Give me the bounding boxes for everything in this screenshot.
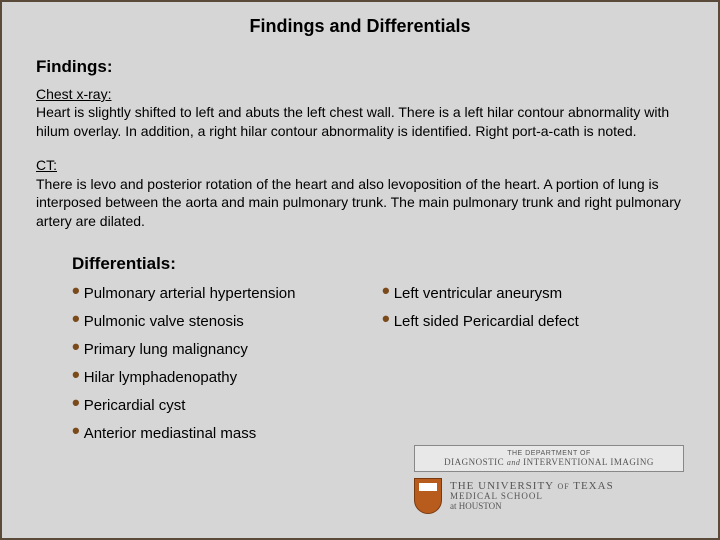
diff-text: Pericardial cyst bbox=[84, 397, 186, 414]
dept-word: DIAGNOSTIC bbox=[444, 457, 504, 467]
dept-word: and bbox=[507, 458, 521, 467]
bullet-icon: • bbox=[72, 338, 80, 356]
diff-text: Pulmonic valve stenosis bbox=[84, 313, 244, 330]
ut-text: THE UNIVERSITY of TEXAS MEDICAL SCHOOL a… bbox=[450, 480, 614, 512]
diff-column-2: •Left ventricular aneurysm •Left sided P… bbox=[382, 282, 642, 450]
ut-row: THE UNIVERSITY of TEXAS MEDICAL SCHOOL a… bbox=[414, 478, 684, 514]
ut-line3: at HOUSTON bbox=[450, 502, 614, 512]
bullet-icon: • bbox=[72, 282, 80, 300]
shield-icon bbox=[414, 478, 442, 514]
diff-column-1: •Pulmonary arterial hypertension •Pulmon… bbox=[72, 282, 382, 450]
ct-text: There is levo and posterior rotation of … bbox=[36, 176, 681, 229]
dept-word: INTERVENTIONAL bbox=[523, 457, 607, 467]
cxr-text: Heart is slightly shifted to left and ab… bbox=[36, 104, 669, 138]
bullet-icon: • bbox=[382, 282, 390, 300]
findings-heading: Findings: bbox=[2, 45, 718, 85]
dept-word: IMAGING bbox=[610, 457, 654, 467]
bullet-icon: • bbox=[72, 394, 80, 412]
dept-main-line: DIAGNOSTIC and INTERVENTIONAL IMAGING bbox=[423, 457, 675, 467]
list-item: •Pericardial cyst bbox=[72, 394, 382, 422]
list-item: •Pulmonic valve stenosis bbox=[72, 310, 382, 338]
bullet-icon: • bbox=[72, 422, 80, 440]
slide-title: Findings and Differentials bbox=[2, 2, 718, 45]
cxr-paragraph: Chest x-ray: Heart is slightly shifted t… bbox=[2, 85, 718, 146]
list-item: •Left ventricular aneurysm bbox=[382, 282, 642, 310]
list-item: •Hilar lymphadenopathy bbox=[72, 366, 382, 394]
list-item: •Anterior mediastinal mass bbox=[72, 422, 382, 450]
differentials-heading: Differentials: bbox=[2, 236, 718, 282]
list-item: •Left sided Pericardial defect bbox=[382, 310, 642, 338]
list-item: •Pulmonary arterial hypertension bbox=[72, 282, 382, 310]
diff-text: Hilar lymphadenopathy bbox=[84, 369, 237, 386]
diff-text: Pulmonary arterial hypertension bbox=[84, 285, 296, 302]
bullet-icon: • bbox=[382, 310, 390, 328]
differentials-columns: •Pulmonary arterial hypertension •Pulmon… bbox=[2, 282, 718, 450]
bullet-icon: • bbox=[72, 366, 80, 384]
diff-text: Anterior mediastinal mass bbox=[84, 425, 257, 442]
cxr-label: Chest x-ray: bbox=[36, 86, 111, 102]
diff-text: Left ventricular aneurysm bbox=[394, 285, 562, 302]
ct-label: CT: bbox=[36, 157, 57, 173]
bullet-icon: • bbox=[72, 310, 80, 328]
dept-top-line: THE DEPARTMENT OF bbox=[423, 450, 675, 457]
diff-text: Primary lung malignancy bbox=[84, 341, 248, 358]
diff-text: Left sided Pericardial defect bbox=[394, 313, 579, 330]
ct-paragraph: CT: There is levo and posterior rotation… bbox=[2, 146, 718, 236]
list-item: •Primary lung malignancy bbox=[72, 338, 382, 366]
institution-logo: THE DEPARTMENT OF DIAGNOSTIC and INTERVE… bbox=[414, 445, 684, 514]
department-box: THE DEPARTMENT OF DIAGNOSTIC and INTERVE… bbox=[414, 445, 684, 472]
